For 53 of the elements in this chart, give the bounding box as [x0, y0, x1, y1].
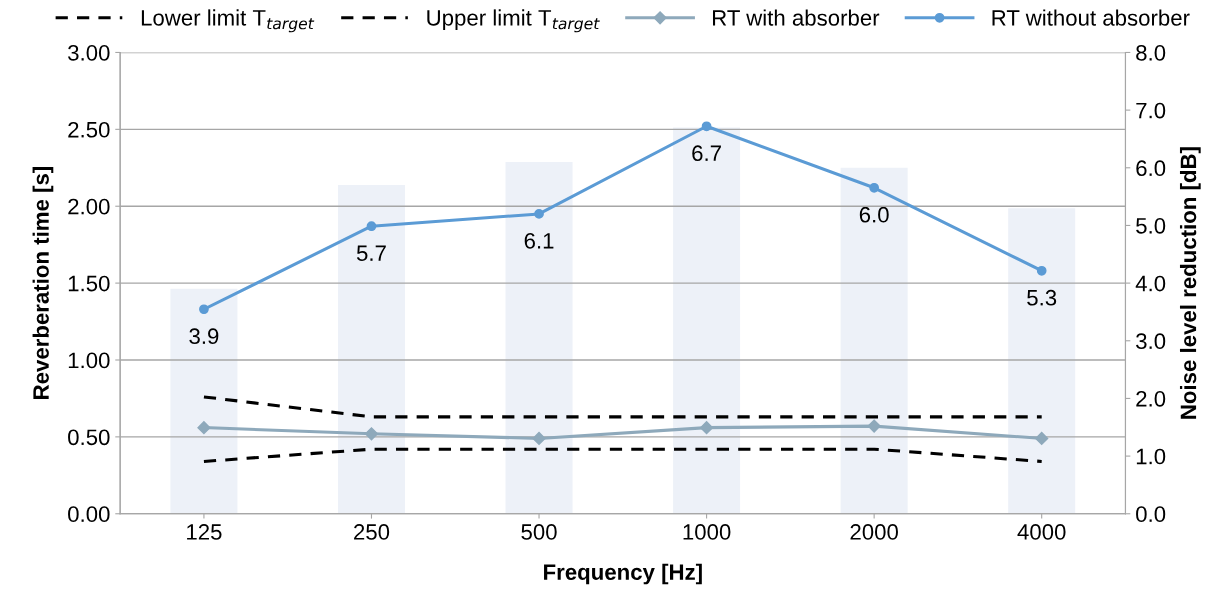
x-tick-label: 4000: [1017, 524, 1066, 540]
x-axis-title: Frequency [Hz]: [544, 563, 702, 585]
point: [364, 427, 379, 441]
y2-tick-label: 0.0: [1136, 506, 1166, 523]
x-tick-label: 250: [354, 524, 390, 540]
bar: [1008, 208, 1076, 514]
y2-tick-label: 7.0: [1136, 102, 1166, 119]
data-label: 6.1: [524, 232, 554, 249]
y-tick-label: 2.50: [68, 121, 110, 138]
data-label: 3.9: [189, 328, 219, 345]
y-axis-title: Reverberation time [s]: [32, 167, 54, 399]
point: [532, 431, 546, 445]
data-label: 5.3: [1027, 289, 1057, 306]
point: [869, 182, 879, 193]
point: [199, 304, 209, 315]
legend-label: Lower limit T$_{target}$: [141, 9, 315, 33]
legend-label: RT with absorber: [713, 9, 880, 26]
legend-label: RT without absorber: [992, 9, 1190, 26]
y2-tick-label: 2.0: [1136, 390, 1166, 407]
bar: [673, 127, 741, 514]
y2-tick-label: 1.0: [1136, 448, 1166, 465]
x-tick-label: 125: [187, 524, 222, 540]
point: [1036, 265, 1047, 276]
y2-tick-label: 5.0: [1136, 217, 1166, 234]
y2-tick-label: 6.0: [1136, 160, 1166, 177]
x-tick-label: 2000: [850, 524, 898, 540]
bar: [337, 185, 405, 514]
point: [197, 421, 211, 435]
point: [701, 121, 712, 132]
bar: [840, 167, 908, 514]
y2-tick-label: 4.0: [1135, 275, 1166, 292]
y-tick-label: 2.00: [68, 198, 110, 215]
point: [867, 419, 881, 433]
y2-tick-label: 8.0: [1136, 45, 1166, 61]
data-label: 5.7: [356, 245, 386, 262]
y2-tick-label: 3.0: [1136, 333, 1166, 350]
legend-label: Upper limit T$_{target}$: [427, 9, 600, 33]
bar: [505, 162, 573, 514]
point: [366, 221, 377, 232]
point: [534, 209, 544, 219]
y-tick-label: 1.00: [68, 352, 110, 369]
bar: [170, 288, 238, 514]
x-tick-label: 1000: [683, 524, 731, 540]
y-tick-label: 0.50: [68, 429, 110, 446]
y2-axis-title: Noise level reduction [dB]: [1179, 147, 1201, 419]
point: [1035, 431, 1049, 445]
y-tick-label: 1.50: [68, 275, 110, 292]
x-tick-label: 500: [521, 524, 557, 540]
y-tick-label: 3.00: [68, 45, 110, 61]
y-tick-label: 0.00: [68, 506, 110, 523]
data-label: 6.7: [692, 145, 721, 162]
point: [699, 421, 714, 435]
data-label: 6.0: [859, 206, 889, 223]
